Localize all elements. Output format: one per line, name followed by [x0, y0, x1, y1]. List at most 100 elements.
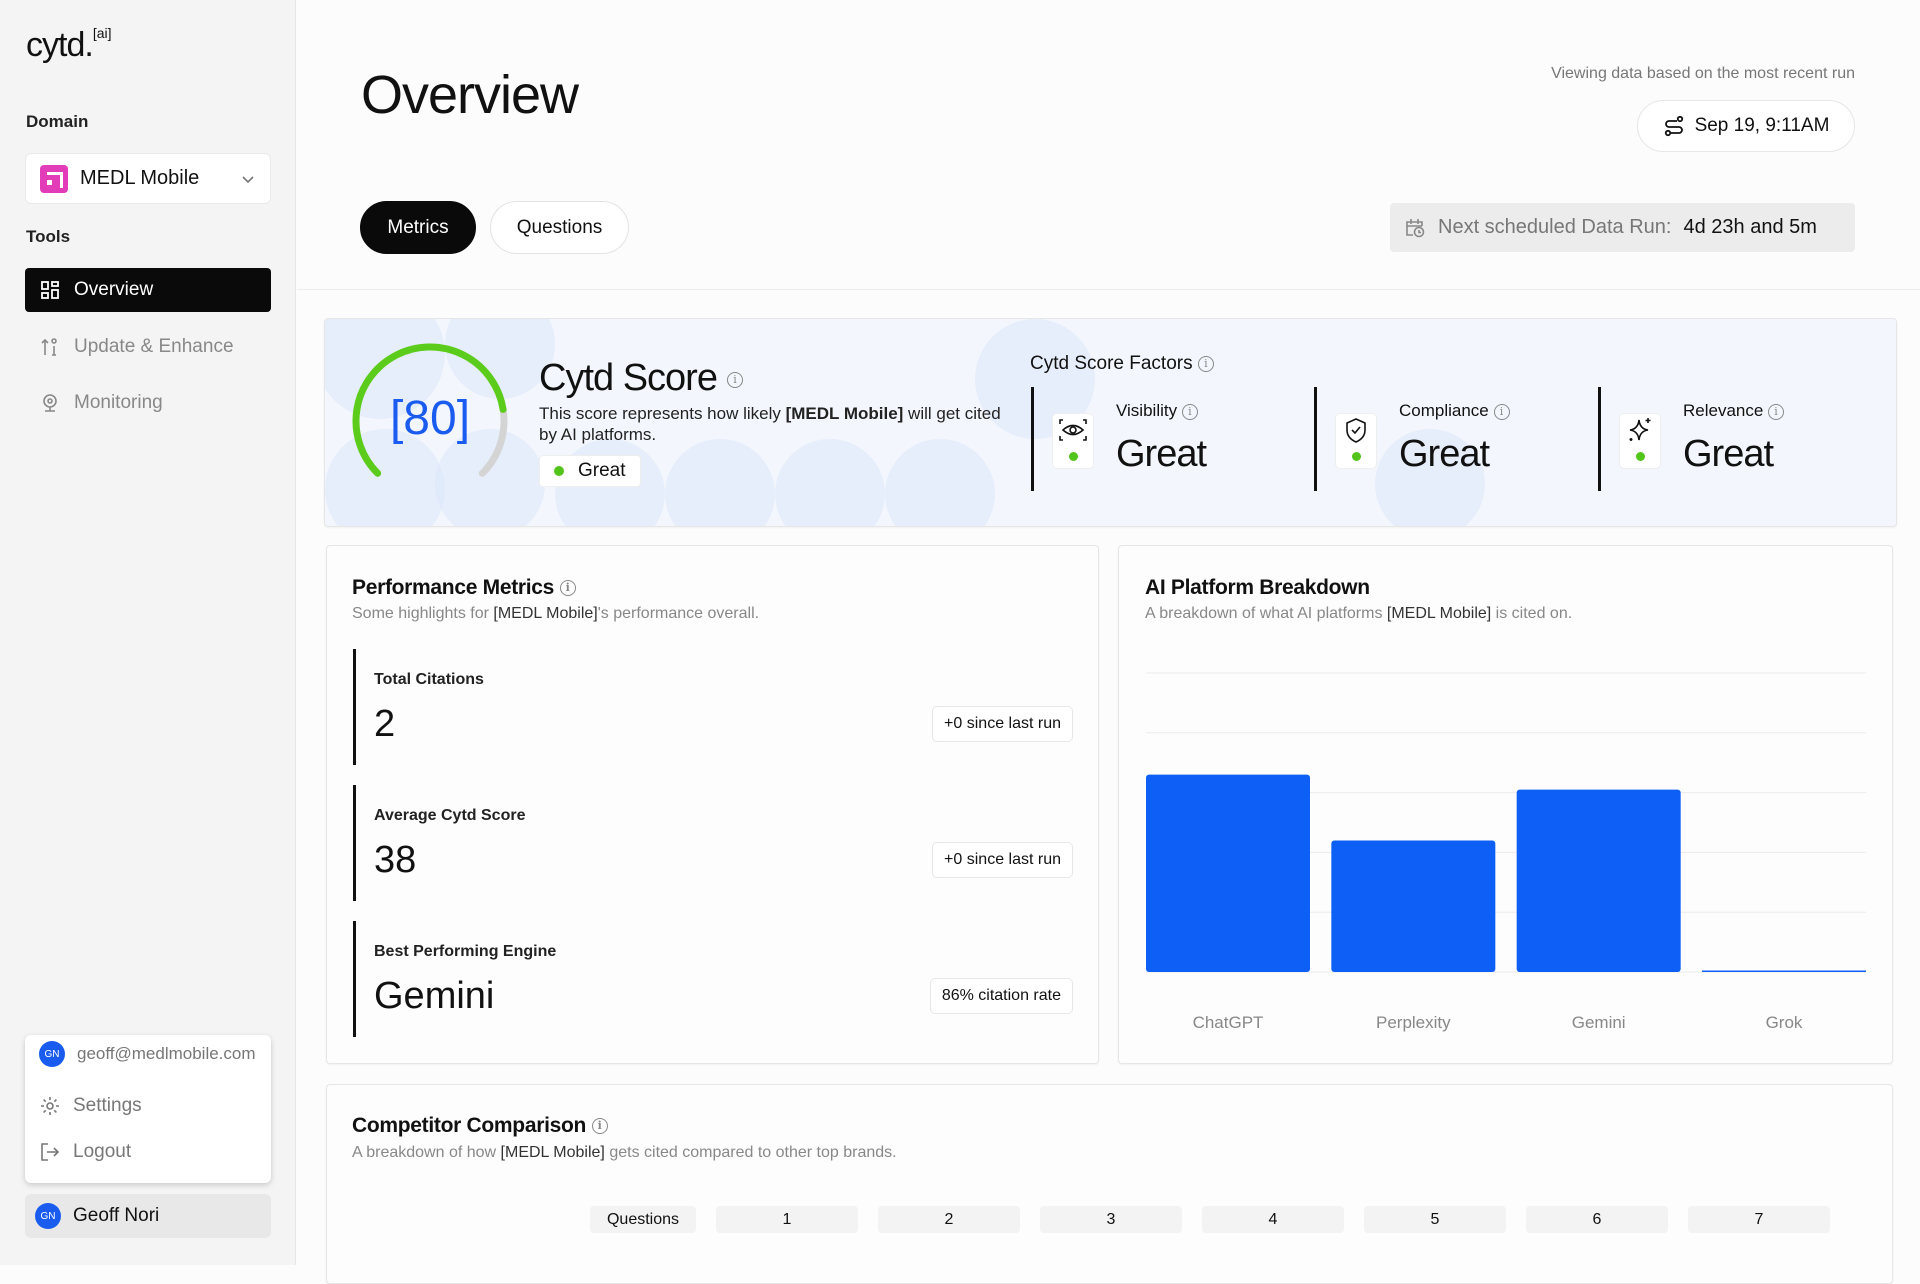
- next-run-label: Next scheduled Data Run:: [1438, 216, 1672, 238]
- bar-chatgpt[interactable]: [1146, 774, 1310, 972]
- logo-sup: [ai]: [92, 24, 112, 41]
- metric-best-engine: Best Performing Engine Gemini 86% citati…: [353, 921, 1073, 1037]
- metric-badge: +0 since last run: [932, 706, 1073, 742]
- sort-icon: [41, 338, 57, 356]
- score-card: [80] Cytd Score i This score represents …: [324, 318, 1897, 527]
- gauge-fill: [352, 343, 507, 477]
- score-value: [80]: [389, 392, 471, 445]
- info-icon[interactable]: i: [559, 580, 576, 597]
- question-column-header[interactable]: 1: [716, 1206, 858, 1233]
- next-run-value: 4d 23h and 5m: [1683, 216, 1817, 238]
- logo[interactable]: cytd.[ai]: [26, 24, 112, 65]
- calendar-clock-icon: [1406, 218, 1425, 237]
- gauge-track: [478, 405, 508, 477]
- user-account-button[interactable]: GN Geoff Nori: [25, 1194, 271, 1238]
- user-email-row: GN geoff@medlmobile.com: [39, 1041, 256, 1067]
- ai-platform-card: AI Platform Breakdown A breakdown of wha…: [1118, 545, 1893, 1064]
- score-status: Great: [578, 460, 626, 481]
- factor-value: Great: [1683, 433, 1774, 475]
- competitor-subtitle: A breakdown of how [MEDL Mobile] gets ci…: [352, 1144, 897, 1161]
- metric-total-citations: Total Citations 2 +0 since last run: [353, 649, 1073, 765]
- webcam-icon: [43, 394, 57, 412]
- settings-label: Settings: [73, 1095, 142, 1116]
- sidebar-item-monitoring[interactable]: Monitoring: [25, 381, 271, 425]
- domain-select[interactable]: MEDL Mobile: [25, 153, 271, 204]
- avatar: GN: [35, 1203, 61, 1229]
- bar-grok[interactable]: [1702, 970, 1866, 973]
- user-menu: GN geoff@medlmobile.com Settings Logout: [25, 1035, 271, 1183]
- metric-average-score: Average Cytd Score 38 +0 since last run: [353, 785, 1073, 901]
- metric-label: Total Citations: [374, 671, 484, 688]
- run-date-selector[interactable]: Sep 19, 9:11AM: [1637, 100, 1855, 152]
- platform-subtitle: A breakdown of what AI platforms [MEDL M…: [1145, 605, 1573, 622]
- question-column-header[interactable]: 4: [1202, 1206, 1344, 1233]
- info-icon[interactable]: i: [1197, 355, 1214, 372]
- logo-text: cytd.: [26, 26, 94, 64]
- score-title-text: Cytd Score: [539, 357, 718, 399]
- info-icon[interactable]: i: [726, 371, 743, 388]
- avatar: GN: [39, 1041, 65, 1067]
- metric-value: 2: [374, 703, 396, 745]
- view-note: Viewing data based on the most recent ru…: [1551, 65, 1855, 82]
- performance-title: Performance Metrics i: [352, 576, 576, 600]
- score-description: This score represents how likely [MEDL M…: [539, 404, 1001, 444]
- metric-value: Gemini: [374, 975, 495, 1017]
- sparkle-icon: [1619, 413, 1661, 469]
- metric-badge: +0 since last run: [932, 842, 1073, 878]
- status-dot: [554, 466, 564, 476]
- platform-bar-chart: ChatGPT Perplexity Gemini Grok: [1146, 672, 1866, 1032]
- bar-perplexity[interactable]: [1331, 840, 1496, 972]
- sidebar-item-overview[interactable]: Overview: [25, 268, 271, 312]
- metric-label: Average Cytd Score: [374, 807, 526, 824]
- factor-relevance: Relevance i Great: [1598, 387, 1785, 491]
- tab-questions[interactable]: Questions: [490, 201, 629, 254]
- info-icon[interactable]: i: [1493, 403, 1510, 420]
- sidebar-item-label: Overview: [74, 279, 154, 300]
- score-status-badge: Great: [539, 455, 641, 487]
- competitor-title: Competitor Comparison i: [352, 1114, 608, 1138]
- domain-logo-icon: [40, 164, 68, 193]
- factor-compliance: Compliance i Great: [1314, 387, 1510, 491]
- info-icon[interactable]: i: [1768, 403, 1785, 420]
- x-tick-label: Perplexity: [1376, 1013, 1451, 1032]
- user-email: geoff@medlmobile.com: [77, 1044, 256, 1063]
- tools-label: Tools: [26, 227, 71, 246]
- logout-label: Logout: [73, 1141, 132, 1162]
- tab-metrics[interactable]: Metrics: [360, 201, 476, 254]
- chevron-down-icon: [242, 175, 254, 183]
- x-tick-label: Gemini: [1572, 1013, 1626, 1032]
- performance-metrics-card: Performance Metrics i Some highlights fo…: [326, 545, 1099, 1064]
- question-column-header[interactable]: 7: [1688, 1206, 1830, 1233]
- logout-menu-item[interactable]: Logout: [39, 1141, 131, 1163]
- domain-value: MEDL Mobile: [80, 167, 200, 189]
- question-column-header[interactable]: 6: [1526, 1206, 1668, 1233]
- sidebar-item-update-enhance[interactable]: Update & Enhance: [25, 325, 271, 369]
- bar-gemini[interactable]: [1516, 789, 1681, 972]
- score-gauge: [352, 343, 508, 477]
- factor-label: Relevance: [1683, 401, 1764, 420]
- metric-badge: 86% citation rate: [929, 978, 1073, 1014]
- run-date: Sep 19, 9:11AM: [1694, 115, 1830, 136]
- question-column-header[interactable]: 3: [1040, 1206, 1182, 1233]
- factors-title: Cytd Score Factors i: [1030, 353, 1214, 375]
- question-column-header[interactable]: 2: [878, 1206, 1020, 1233]
- score-title: Cytd Score i: [539, 357, 743, 400]
- performance-subtitle: Some highlights for [MEDL Mobile]'s perf…: [352, 605, 760, 622]
- info-icon[interactable]: i: [1181, 403, 1198, 420]
- metric-value: 38: [374, 839, 417, 881]
- settings-menu-item[interactable]: Settings: [39, 1095, 142, 1117]
- gear-icon: [41, 1097, 59, 1115]
- shield-check-icon: [1335, 413, 1377, 469]
- next-run-banner: Next scheduled Data Run: 4d 23h and 5m: [1390, 203, 1855, 252]
- competitor-card: Competitor Comparison i A breakdown of h…: [326, 1084, 1893, 1284]
- question-column-header[interactable]: 5: [1364, 1206, 1506, 1233]
- factor-value: Great: [1399, 433, 1490, 475]
- route-icon: [1664, 115, 1683, 137]
- info-icon[interactable]: i: [591, 1118, 608, 1135]
- platform-title: AI Platform Breakdown: [1145, 576, 1370, 599]
- sidebar: cytd.[ai] Domain MEDL Mobile Tools Overv…: [0, 0, 296, 1265]
- grid-icon: [41, 281, 59, 299]
- sidebar-item-label: Monitoring: [74, 392, 163, 413]
- x-tick-label: ChatGPT: [1193, 1013, 1264, 1032]
- logout-icon: [41, 1143, 60, 1161]
